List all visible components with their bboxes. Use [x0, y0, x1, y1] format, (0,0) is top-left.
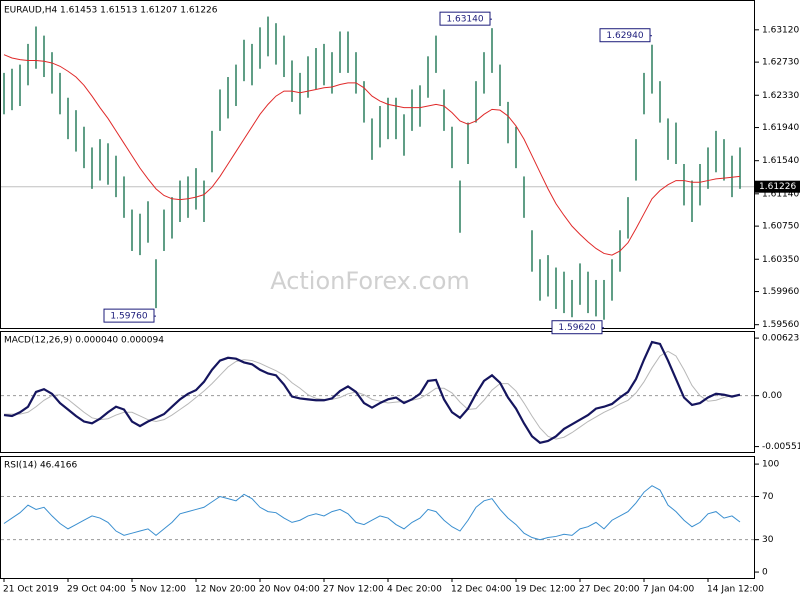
- last-price-label: 1.61226: [759, 182, 796, 192]
- x-tick-label: 20 Nov 04:00: [259, 585, 320, 595]
- y-tick-label: 1.61940: [762, 123, 799, 133]
- x-tick-label: 12 Dec 04:00: [451, 585, 512, 595]
- y-tick-label: 1.62730: [762, 58, 799, 68]
- chart-title: EURAUD,H4 1.61453 1.61513 1.61207 1.6122…: [4, 6, 218, 16]
- annotation: 1.59620: [558, 323, 595, 333]
- y-tick-label: 70: [762, 492, 774, 502]
- last-price-tag: [755, 180, 800, 193]
- annotation: 1.59760: [110, 312, 147, 322]
- watermark: ActionForex.com: [270, 267, 470, 295]
- y-tick-label: 1.61140: [762, 189, 799, 199]
- y-tick-label: 1.60750: [762, 222, 799, 232]
- annotation: 1.63140: [446, 15, 483, 25]
- macd-signal: [4, 350, 741, 440]
- price-panel: [0, 0, 755, 329]
- y-tick-label: 30: [762, 535, 774, 545]
- macd-label: MACD(12,26,9) 0.000040 0.000094: [4, 336, 164, 346]
- rsi-line: [3, 485, 741, 541]
- y-tick-label: 0: [762, 568, 768, 578]
- x-tick-label: 5 Nov 12:00: [131, 585, 186, 595]
- y-tick-label: 1.60350: [762, 255, 799, 265]
- y-tick-label: 1.59960: [762, 287, 799, 297]
- moving-average: [3, 54, 741, 256]
- y-tick-label: 0.00: [762, 391, 782, 401]
- y-tick-label: 1.59560: [762, 320, 799, 330]
- x-tick-label: 21 Oct 2019: [3, 585, 59, 595]
- x-tick-label: 27 Nov 12:00: [323, 585, 384, 595]
- x-tick-label: 29 Oct 04:00: [67, 585, 126, 595]
- macd-panel: [0, 331, 755, 453]
- rsi-label: RSI(14) 46.4166: [4, 461, 77, 471]
- x-tick-label: 7 Jan 04:00: [643, 585, 695, 595]
- y-tick-label: 0.006231: [762, 334, 800, 344]
- macd-line: [3, 340, 741, 444]
- x-tick-label: 12 Nov 20:00: [195, 585, 256, 595]
- y-tick-label: 1.62330: [762, 91, 799, 101]
- y-tick-label: -0.005513: [762, 442, 800, 452]
- y-tick-label: 1.61540: [762, 156, 799, 166]
- rsi-panel: [0, 456, 755, 579]
- annotation: 1.62940: [606, 31, 643, 41]
- x-tick-label: 4 Dec 20:00: [387, 585, 442, 595]
- x-tick-label: 27 Dec 20:00: [579, 585, 640, 595]
- x-tick-label: 19 Dec 12:00: [515, 585, 576, 595]
- y-tick-label: 1.63120: [762, 25, 799, 35]
- y-tick-label: 100: [762, 460, 779, 470]
- x-tick-label: 14 Jan 12:00: [707, 585, 764, 595]
